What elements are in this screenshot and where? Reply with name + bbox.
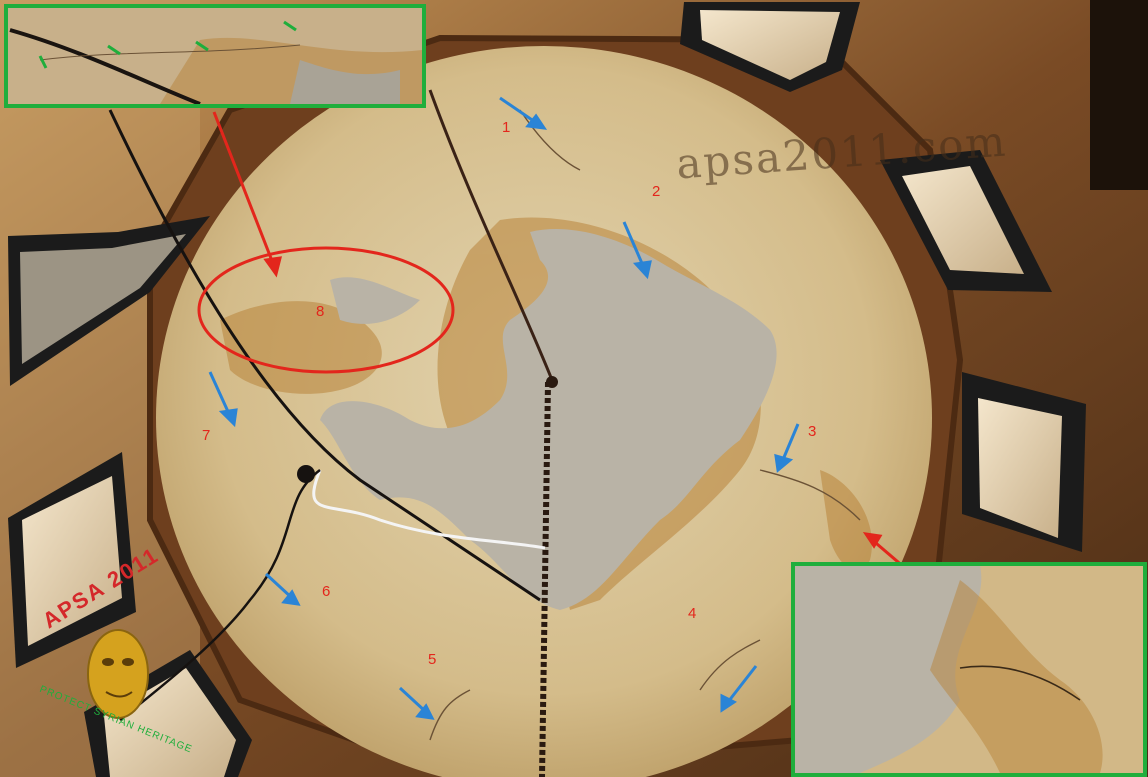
golden-mask-icon: [87, 629, 149, 719]
marker-6: 6: [322, 583, 331, 600]
marker-4: 4: [688, 605, 697, 622]
marker-5: 5: [428, 651, 437, 668]
plaster-loss: [320, 228, 777, 610]
zoom-inset-top-frame: [4, 4, 426, 108]
marker-7: 7: [202, 427, 211, 444]
windows: [8, 2, 1086, 777]
marker-1: 1: [502, 119, 511, 136]
cracks: [429, 109, 861, 741]
marker-2: 2: [652, 183, 661, 200]
chain-and-cables: [108, 89, 558, 777]
zoom-inset-bottom: [795, 566, 1143, 773]
zoom-inset-bottom-frame: [791, 562, 1147, 777]
apsa-logo: [87, 629, 149, 719]
blue-arrows: [208, 96, 800, 720]
zoom-inset-top: [8, 8, 422, 104]
damage-ellipse: [197, 246, 455, 374]
marker-8: 8: [316, 303, 325, 320]
marker-3: 3: [808, 423, 817, 440]
